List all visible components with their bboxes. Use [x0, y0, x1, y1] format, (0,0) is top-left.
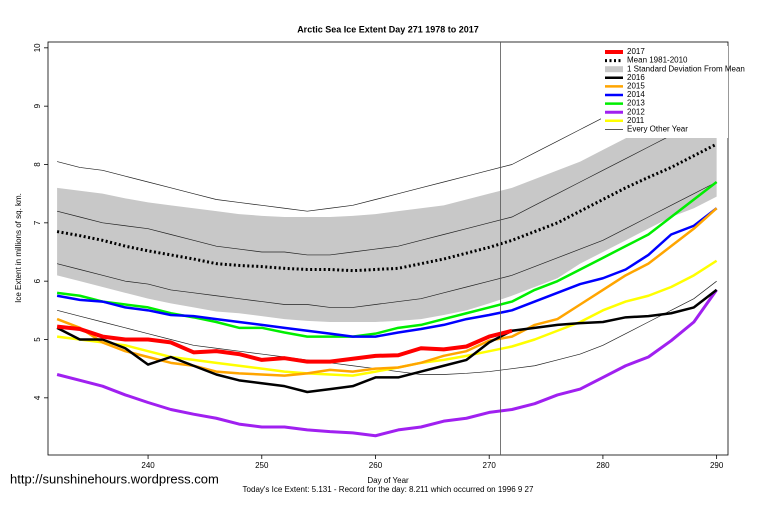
legend-box	[601, 46, 728, 138]
series-line	[56, 324, 513, 364]
legend-label: 2017	[627, 47, 645, 56]
y-axis-label: Ice Extent in millions of sq. km.	[14, 193, 23, 303]
series-line	[56, 288, 718, 394]
x-tick-label: 240	[141, 461, 155, 470]
other-year-line	[57, 111, 717, 256]
series-line	[56, 207, 718, 377]
y-tick-label: 9	[33, 103, 42, 108]
x-axis-label: Day of Year	[367, 476, 409, 485]
legend-label: 2012	[627, 107, 645, 116]
y-tick-label: 8	[33, 162, 42, 167]
series-line	[56, 181, 718, 338]
legend-label: 2016	[627, 73, 645, 82]
series-line	[56, 289, 718, 438]
x-tick-label: 250	[255, 461, 269, 470]
footer: Today's Ice Extent: 5.131 - Record for t…	[243, 485, 534, 494]
watermark: http://sunshinehours.wordpress.com	[10, 471, 219, 486]
legend-label: 2013	[627, 99, 645, 108]
y-tick-label: 7	[33, 220, 42, 225]
legend-swatch	[605, 66, 623, 73]
chart-title: Arctic Sea Ice Extent Day 271 1978 to 20…	[297, 24, 479, 34]
other-year-line	[57, 181, 717, 308]
series-line	[56, 142, 718, 273]
legend-label: 2011	[627, 116, 645, 125]
x-tick-label: 280	[596, 461, 610, 470]
y-tick-label: 10	[33, 43, 42, 52]
y-tick-label: 4	[33, 395, 42, 400]
x-tick-label: 270	[483, 461, 497, 470]
y-tick-label: 5	[33, 337, 42, 342]
x-tick-label: 290	[710, 461, 724, 470]
y-tick-label: 6	[33, 278, 42, 283]
legend-label: 2014	[627, 90, 645, 99]
plot-border	[47, 41, 729, 456]
legend-label: 1 Standard Deviation From Mean	[627, 64, 745, 73]
legend-label: 2015	[627, 82, 645, 91]
x-tick-label: 260	[369, 461, 383, 470]
legend-label: Every Other Year	[627, 125, 688, 134]
series-line	[56, 207, 718, 338]
series-line	[56, 259, 718, 377]
legend-label: Mean 1981-2010	[627, 56, 688, 65]
